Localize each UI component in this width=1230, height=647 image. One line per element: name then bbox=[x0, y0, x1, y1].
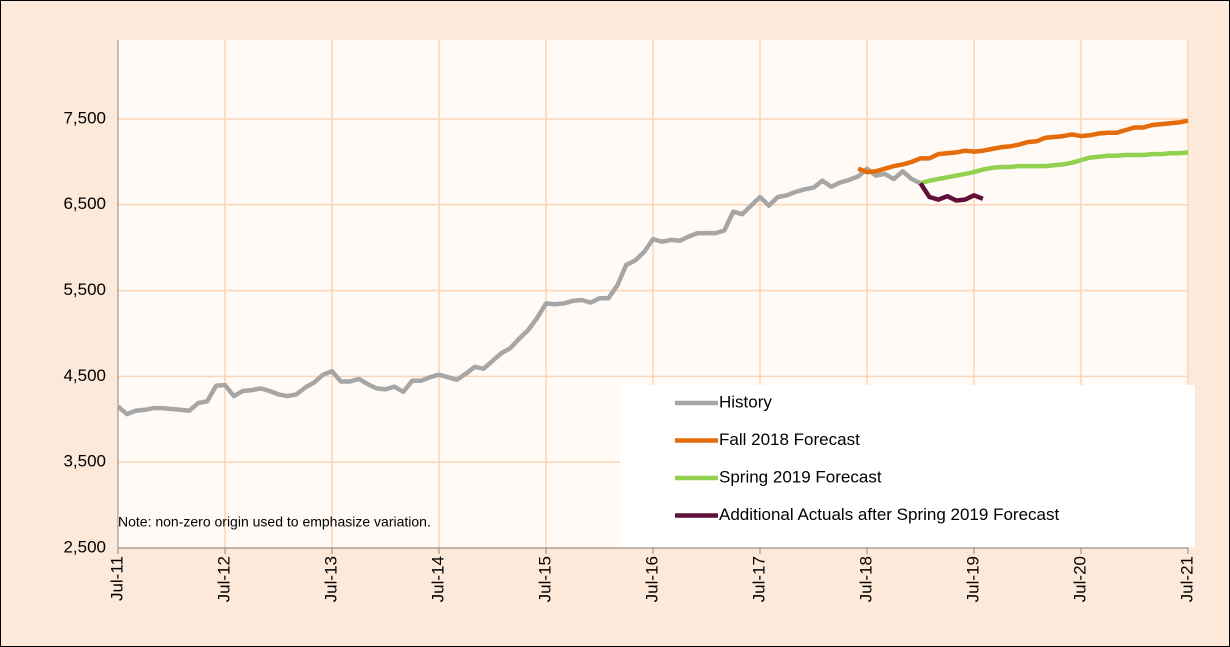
annotation: Note: non-zero origin used to emphasize … bbox=[118, 514, 431, 530]
series-line bbox=[116, 166, 922, 417]
x-tick-label: Jul-16 bbox=[642, 556, 661, 602]
legend-label: Additional Actuals after Spring 2019 For… bbox=[719, 505, 1059, 524]
y-tick-label: 7,500 bbox=[63, 108, 106, 127]
y-tick-label: 4,500 bbox=[63, 366, 106, 385]
x-tick-label: Jul-17 bbox=[749, 556, 768, 602]
legend-label: History bbox=[719, 392, 772, 411]
x-tick-label: Jul-15 bbox=[535, 556, 554, 602]
x-tick-label: Jul-11 bbox=[107, 556, 126, 601]
y-tick-label: 6,500 bbox=[63, 194, 106, 213]
legend-label: Spring 2019 Forecast bbox=[719, 467, 882, 486]
x-tick-label: Jul-13 bbox=[321, 556, 340, 602]
legend-box bbox=[620, 385, 1195, 547]
x-tick-label: Jul-14 bbox=[428, 556, 447, 602]
x-tick-label: Jul-20 bbox=[1070, 556, 1089, 602]
y-tick-label: 5,500 bbox=[63, 280, 106, 299]
x-tick-label: Jul-18 bbox=[856, 556, 875, 602]
legend-label: Fall 2018 Forecast bbox=[719, 430, 860, 449]
y-tick-label: 3,500 bbox=[63, 452, 106, 471]
series-line bbox=[918, 182, 984, 203]
y-tick-label: 2,500 bbox=[63, 537, 106, 556]
series-line bbox=[919, 150, 1189, 186]
x-tick-label: Jul-21 bbox=[1177, 556, 1196, 602]
x-tick-label: Jul-19 bbox=[963, 556, 982, 602]
x-tick-label: Jul-12 bbox=[214, 556, 233, 602]
series-line bbox=[857, 118, 1189, 175]
